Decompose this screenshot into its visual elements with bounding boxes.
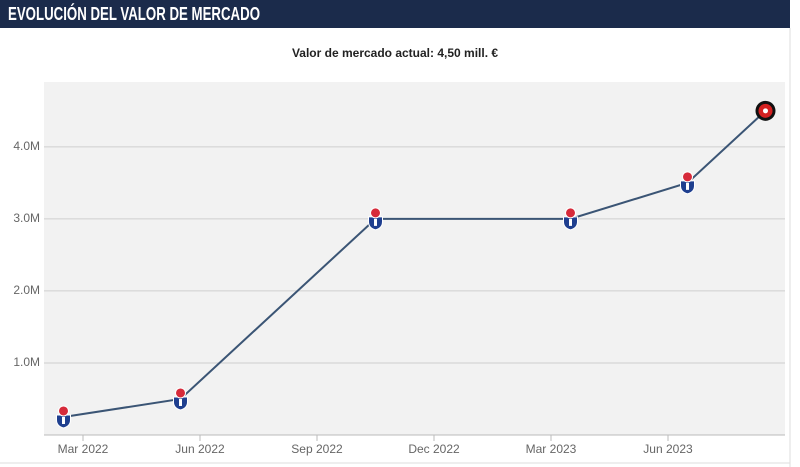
club-badge bbox=[763, 108, 768, 114]
x-tick-label: Mar 2022 bbox=[58, 442, 109, 456]
data-point bbox=[680, 171, 695, 195]
plot-area bbox=[44, 82, 785, 435]
y-tick-label: 3.0M bbox=[13, 211, 40, 225]
club-badge bbox=[179, 398, 182, 406]
club-badge bbox=[569, 218, 572, 226]
y-tick-label: 1.0M bbox=[13, 355, 40, 369]
club-badge bbox=[374, 218, 377, 226]
club-badge bbox=[58, 405, 69, 417]
y-tick-label: 4.0M bbox=[13, 139, 40, 153]
x-tick-label: Sep 2022 bbox=[291, 442, 343, 456]
x-tick-label: Dec 2022 bbox=[408, 442, 460, 456]
data-point bbox=[173, 387, 188, 411]
club-badge bbox=[175, 387, 186, 399]
chart-title: EVOLUCIÓN DEL VALOR DE MERCADO bbox=[8, 3, 260, 24]
data-point bbox=[56, 405, 71, 429]
data-point bbox=[368, 207, 383, 231]
club-badge bbox=[686, 182, 689, 190]
header-bar bbox=[0, 0, 790, 28]
chart-subtitle: Valor de mercado actual: 4,50 mill. € bbox=[292, 46, 498, 60]
club-badge bbox=[370, 207, 381, 219]
x-tick-label: Mar 2023 bbox=[526, 442, 577, 456]
y-tick-label: 2.0M bbox=[13, 283, 40, 297]
data-point bbox=[563, 207, 578, 231]
club-badge bbox=[682, 171, 693, 183]
x-tick-label: Jun 2023 bbox=[643, 442, 693, 456]
data-point bbox=[755, 100, 776, 121]
club-badge bbox=[62, 416, 65, 424]
line bbox=[63, 110, 767, 418]
club-badge bbox=[565, 207, 576, 219]
x-tick-label: Jun 2022 bbox=[175, 442, 225, 456]
